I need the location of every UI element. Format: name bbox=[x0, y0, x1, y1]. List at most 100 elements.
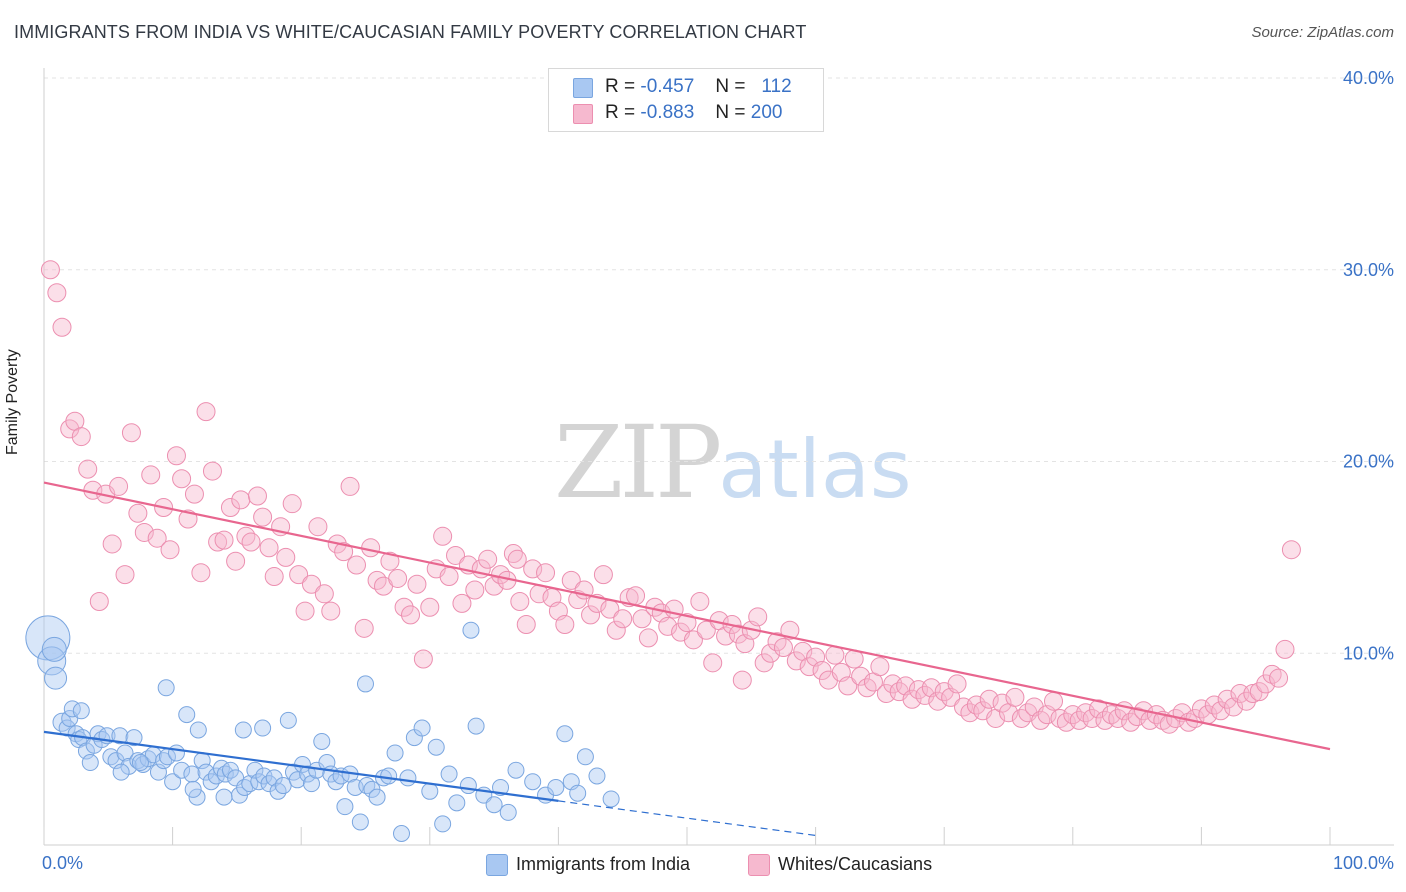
white-point bbox=[1281, 540, 1301, 560]
white-point bbox=[220, 498, 240, 518]
y-tick-label: 30.0% bbox=[1343, 260, 1394, 280]
white-point bbox=[928, 691, 948, 711]
india-point bbox=[499, 803, 517, 821]
white-point bbox=[433, 526, 453, 546]
white-point bbox=[626, 586, 646, 606]
trend-line-india bbox=[43, 730, 559, 802]
india-point bbox=[462, 621, 480, 639]
white-point bbox=[992, 693, 1012, 713]
white-point bbox=[696, 620, 716, 640]
white-point bbox=[52, 317, 72, 337]
white-point bbox=[47, 283, 67, 303]
x-tick-label-min: 0.0% bbox=[42, 853, 83, 873]
india-point bbox=[302, 775, 320, 793]
white-point bbox=[1236, 691, 1256, 711]
white-point bbox=[516, 614, 536, 634]
white-point bbox=[89, 591, 109, 611]
india-point bbox=[507, 761, 525, 779]
white-point bbox=[748, 607, 768, 627]
white-point bbox=[484, 576, 504, 596]
india-point bbox=[184, 780, 202, 798]
white-point bbox=[394, 597, 414, 617]
white-point bbox=[413, 649, 433, 669]
white-point bbox=[259, 538, 279, 558]
white-point bbox=[1249, 682, 1269, 702]
white-point bbox=[1044, 691, 1064, 711]
white-point bbox=[1108, 708, 1128, 728]
white-point bbox=[555, 614, 575, 634]
white-point bbox=[503, 544, 523, 564]
india-point bbox=[131, 754, 149, 772]
y-tick-label: 20.0% bbox=[1343, 452, 1394, 472]
india-point bbox=[164, 773, 182, 791]
india-point bbox=[399, 769, 417, 787]
white-point bbox=[334, 542, 354, 562]
white-point bbox=[160, 540, 180, 560]
white-point bbox=[354, 618, 374, 638]
india-point bbox=[421, 782, 439, 800]
india-point bbox=[336, 798, 354, 816]
white-point bbox=[478, 549, 498, 569]
india-point bbox=[215, 788, 233, 806]
white-point bbox=[420, 597, 440, 617]
source-label: Source: ZipAtlas.com bbox=[1251, 24, 1394, 41]
white-point bbox=[115, 565, 135, 585]
stat-text-india: R = -0.457 N = 112 bbox=[605, 75, 792, 99]
n-value-white: 200 bbox=[750, 102, 783, 123]
trend-line-india-extension bbox=[558, 800, 816, 837]
white-point bbox=[102, 534, 122, 554]
white-point bbox=[613, 609, 633, 629]
india-point bbox=[556, 725, 574, 743]
legend-white-swatch bbox=[748, 854, 770, 876]
india-point bbox=[393, 824, 411, 842]
white-point bbox=[581, 605, 601, 625]
white-point bbox=[147, 528, 167, 548]
correlation-stats-box: R = -0.457 N = 112 R = -0.883 N = 200 bbox=[548, 68, 824, 132]
white-point bbox=[658, 616, 678, 636]
india-point bbox=[116, 744, 134, 762]
white-point bbox=[191, 563, 211, 583]
axes bbox=[43, 68, 1394, 846]
india-point bbox=[72, 702, 90, 720]
white-point bbox=[780, 620, 800, 640]
white-point bbox=[301, 574, 321, 594]
india-point bbox=[41, 636, 67, 662]
white-point bbox=[340, 476, 360, 496]
gridlines bbox=[44, 77, 1394, 654]
india-point bbox=[183, 765, 201, 783]
white-point bbox=[536, 563, 556, 583]
white-point bbox=[761, 643, 781, 663]
trend-lines bbox=[43, 481, 1331, 837]
india-point bbox=[274, 777, 292, 795]
white-point bbox=[226, 551, 246, 571]
white-point bbox=[732, 670, 752, 690]
legend-india-label: Immigrants from India bbox=[516, 854, 691, 874]
white-point bbox=[1269, 668, 1289, 688]
watermark-atlas: atlas bbox=[718, 423, 912, 516]
white-point bbox=[683, 630, 703, 650]
white-point bbox=[202, 461, 222, 481]
white-point bbox=[346, 555, 366, 575]
white-point bbox=[1005, 687, 1025, 707]
white-point bbox=[947, 674, 967, 694]
white-point bbox=[241, 532, 261, 552]
series-whites-caucasians bbox=[40, 260, 1301, 734]
white-point bbox=[208, 532, 228, 552]
india-point bbox=[157, 679, 175, 697]
white-point bbox=[786, 651, 806, 671]
india-point bbox=[588, 767, 606, 785]
india-point bbox=[313, 732, 331, 750]
r-label: R = bbox=[605, 76, 636, 97]
india-point bbox=[427, 738, 445, 756]
white-swatch bbox=[573, 104, 593, 124]
white-point bbox=[141, 465, 161, 485]
white-point bbox=[121, 423, 141, 443]
white-point bbox=[915, 685, 935, 705]
white-point bbox=[407, 574, 427, 594]
white-point bbox=[401, 605, 421, 625]
india-point bbox=[492, 778, 510, 796]
white-point bbox=[439, 567, 459, 587]
india-point bbox=[434, 815, 452, 833]
tick-labels: 10.0% 20.0% 30.0% 40.0% 0.0% 100.0% bbox=[42, 68, 1394, 873]
y-axis-label: Family Poverty bbox=[4, 349, 21, 455]
